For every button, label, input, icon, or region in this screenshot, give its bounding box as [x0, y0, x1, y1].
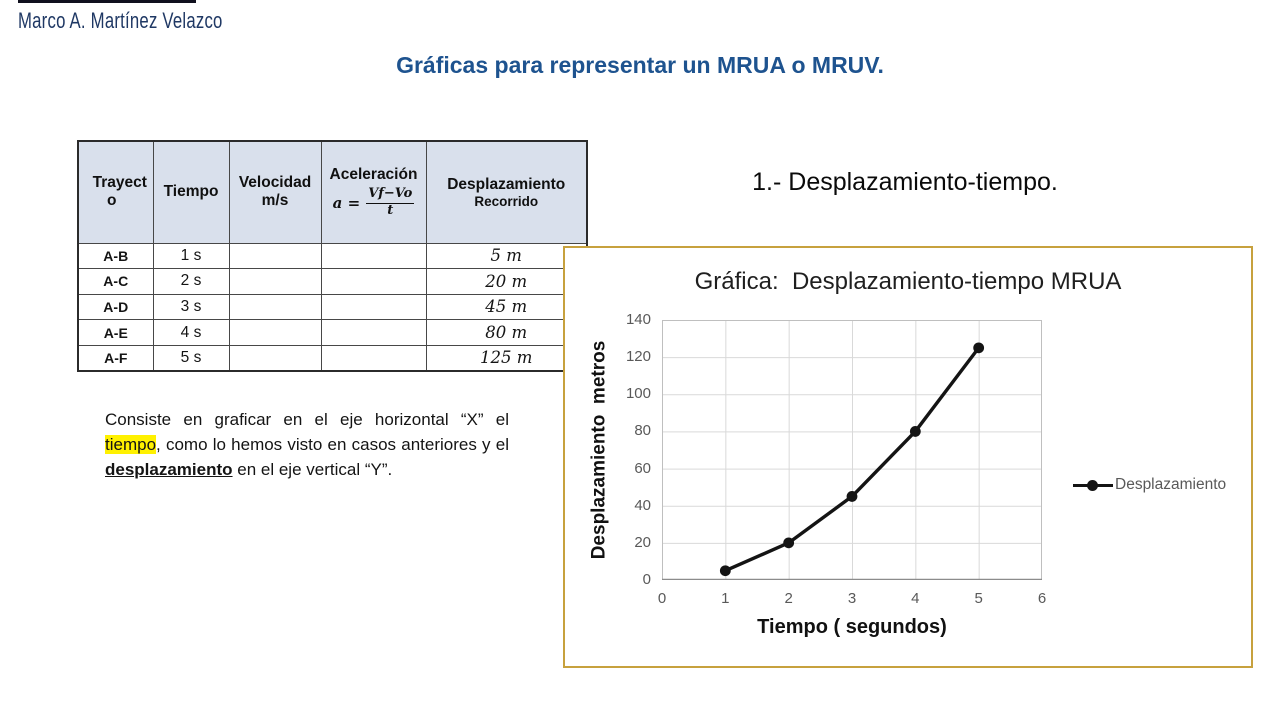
cell-velocidad — [228, 268, 322, 295]
cell-desplazamiento: 20 m — [425, 268, 588, 295]
cell-aceleracion — [320, 293, 427, 321]
chart-title: Gráfica: Desplazamiento-tiempo MRUA — [694, 268, 1122, 295]
mrua-data-table: Trayecto Tiempo Velocidad m/s Aceleració… — [77, 140, 588, 372]
formula-denominator: t — [387, 202, 394, 218]
cell-tiempo: 5 s — [152, 344, 230, 372]
cell-velocidad — [228, 293, 322, 321]
header-aceleracion: Aceleración a = Vf−Vo t — [320, 140, 427, 244]
cell-trayecto: A-C — [77, 268, 154, 295]
data-point-marker — [973, 342, 985, 354]
x-tick-label: 1 — [721, 590, 730, 607]
header-tiempo-label: Tiempo — [163, 183, 219, 201]
cell-tiempo: 4 s — [152, 319, 230, 346]
x-tick-label: 2 — [784, 590, 793, 607]
section-heading: 1.- Desplazamiento-tiempo. — [752, 168, 1058, 196]
x-tick-label: 5 — [974, 590, 983, 607]
header-aceleracion-label: Aceleración — [329, 166, 418, 184]
paragraph-highlight: tiempo — [105, 435, 157, 454]
table-row: A-C 2 s 20 m — [77, 268, 588, 295]
x-axis-title: Tiempo ( segundos) — [757, 616, 947, 638]
legend-label: Desplazamiento — [1115, 476, 1227, 493]
top-divider-line — [18, 0, 196, 3]
x-tick-label: 0 — [657, 590, 667, 607]
formula-numerator: Vf−Vo — [366, 187, 415, 204]
table-header: Trayecto Tiempo Velocidad m/s Aceleració… — [77, 140, 588, 244]
slide-title: Gráficas para representar un MRUA o MRUV… — [396, 52, 884, 78]
author-name: Marco A. Martínez Velazco — [18, 8, 223, 33]
cell-trayecto: A-E — [77, 319, 154, 346]
y-tick-label: 40 — [634, 496, 651, 514]
y-tick-label: 20 — [634, 533, 651, 551]
legend-dot-marker-icon — [1087, 479, 1098, 491]
header-desplazamiento-sub: Recorrido — [474, 193, 539, 209]
y-tick-label: 0 — [642, 571, 651, 588]
paragraph-text: en el eje vertical “Y”. — [232, 460, 393, 479]
x-tick-label: 3 — [847, 590, 857, 607]
header-velocidad-label: Velocidad — [238, 174, 312, 192]
header-velocidad-units: m/s — [261, 192, 289, 210]
cell-aceleracion — [320, 344, 427, 372]
cell-trayecto: A-D — [77, 293, 154, 321]
table-row: A-E 4 s 80 m — [77, 319, 588, 346]
header-trayecto: Trayecto — [77, 140, 154, 244]
y-axis-title-text: Desplazamiento metros — [588, 340, 610, 560]
header-tiempo: Tiempo — [152, 140, 230, 244]
cell-velocidad — [228, 242, 322, 270]
cell-trayecto: A-F — [77, 344, 154, 372]
y-tick-label: 120 — [625, 348, 651, 366]
cell-velocidad — [228, 344, 322, 372]
data-point-marker — [783, 537, 795, 549]
table-row: A-D 3 s 45 m — [77, 293, 588, 321]
cell-velocidad — [228, 319, 322, 346]
y-tick-label: 80 — [634, 422, 651, 440]
formula-fraction: Vf−Vo t — [366, 187, 415, 218]
cell-tiempo: 1 s — [152, 242, 230, 270]
cell-aceleracion — [320, 319, 427, 346]
paragraph-text: , como lo hemos visto en casos anteriore… — [156, 435, 509, 454]
cell-desplazamiento: 5 m — [425, 242, 588, 270]
cell-tiempo: 3 s — [152, 293, 230, 321]
data-point-marker — [719, 565, 731, 577]
description-paragraph: Consiste en graficar en el eje horizonta… — [105, 407, 509, 482]
cell-aceleracion — [320, 242, 427, 270]
cell-tiempo: 2 s — [152, 268, 230, 295]
formula-lhs: a = — [332, 193, 361, 212]
paragraph-text: Consiste en graficar en el eje horizonta… — [105, 410, 509, 429]
cell-aceleracion — [320, 268, 427, 295]
y-tick-label: 100 — [625, 385, 651, 403]
data-point-marker — [909, 426, 921, 437]
x-tick-label: 4 — [911, 590, 920, 607]
chart-container: Gráfica: Desplazamiento-tiempo MRUA Desp… — [563, 246, 1253, 668]
cell-desplazamiento: 80 m — [425, 319, 588, 346]
chart-legend: Desplazamiento — [1073, 476, 1226, 494]
acceleration-formula: a = Vf−Vo t — [322, 187, 426, 218]
legend-line-marker-icon — [1073, 479, 1113, 491]
header-desplazamiento: Desplazamiento Recorrido — [425, 140, 588, 244]
table-row: A-F 5 s 125 m — [77, 344, 588, 372]
cell-trayecto: A-B — [77, 242, 154, 270]
header-trayecto-label: Trayecto — [92, 174, 147, 210]
header-velocidad: Velocidad m/s — [228, 140, 322, 244]
y-tick-label: 140 — [625, 311, 651, 328]
header-desplazamiento-label: Desplazamiento — [447, 175, 566, 193]
paragraph-bold-underline: desplazamiento — [105, 460, 233, 479]
table-row: A-B 1 s 5 m — [77, 242, 588, 270]
y-tick-label: 60 — [634, 459, 651, 477]
data-point-marker — [846, 491, 858, 502]
plot-area — [662, 320, 1042, 580]
table-header-row: Trayecto Tiempo Velocidad m/s Aceleració… — [77, 140, 588, 244]
x-tick-label: 6 — [1037, 590, 1047, 607]
